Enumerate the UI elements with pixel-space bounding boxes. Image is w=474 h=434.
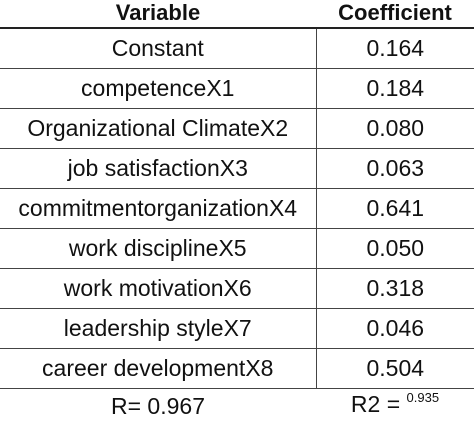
r2-label: R2 =: [350, 391, 407, 417]
coefficient-cell: 0.046: [316, 308, 474, 349]
r2-number: 0.935: [406, 390, 440, 405]
table-row: competenceX1 0.184: [0, 68, 474, 109]
coefficient-cell: 0.050: [316, 228, 474, 269]
table-row: commitmentorganizationX4 0.641: [0, 188, 474, 229]
table-row: Constant 0.164: [0, 28, 474, 69]
coefficient-cell: 0.641: [316, 188, 474, 229]
variable-cell: work disciplineX5: [0, 228, 317, 269]
variable-cell: job satisfactionX3: [0, 148, 317, 189]
variable-cell: competenceX1: [0, 68, 317, 109]
coefficient-cell: 0.080: [316, 108, 474, 149]
variable-cell: leadership styleX7: [0, 308, 317, 349]
variable-cell: career developmentX8: [0, 348, 317, 389]
coefficient-cell: 0.318: [316, 268, 474, 309]
table-row: job satisfactionX3 0.063: [0, 148, 474, 189]
coefficient-cell: 0.063: [316, 148, 474, 189]
header-coefficient: Coefficient: [316, 0, 474, 29]
coefficient-cell: 0.184: [316, 68, 474, 109]
regression-coefficients-table: Variable Coefficient Constant 0.164 comp…: [0, 0, 474, 423]
header-variable: Variable: [0, 0, 316, 29]
r-value: R= 0.967: [0, 388, 316, 423]
coefficient-cell: 0.164: [316, 28, 474, 69]
table-row: work motivationX6 0.318: [0, 268, 474, 309]
table-header-row: Variable Coefficient: [0, 0, 474, 29]
r2-value: R2 = 0.935: [316, 388, 474, 423]
table-footer-row: R= 0.967 R2 = 0.935: [0, 388, 474, 423]
coefficient-cell: 0.504: [316, 348, 474, 389]
variable-cell: Organizational ClimateX2: [0, 108, 317, 149]
table-row: Organizational ClimateX2 0.080: [0, 108, 474, 149]
table-row: work disciplineX5 0.050: [0, 228, 474, 269]
variable-cell: Constant: [0, 28, 317, 69]
variable-cell: work motivationX6: [0, 268, 317, 309]
table-row: leadership styleX7 0.046: [0, 308, 474, 349]
variable-cell: commitmentorganizationX4: [0, 188, 317, 229]
table-row: career developmentX8 0.504: [0, 348, 474, 389]
